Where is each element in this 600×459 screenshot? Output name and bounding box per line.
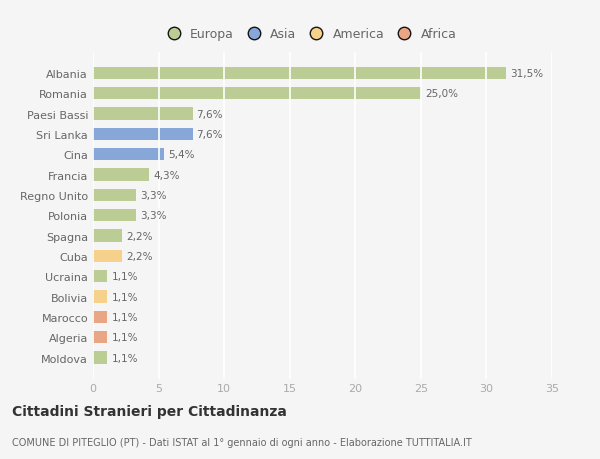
Text: 31,5%: 31,5% [510,69,543,78]
Text: 5,4%: 5,4% [168,150,194,160]
Bar [93,88,421,100]
Bar [93,67,506,80]
Bar [93,270,107,283]
Text: COMUNE DI PITEGLIO (PT) - Dati ISTAT al 1° gennaio di ogni anno - Elaborazione T: COMUNE DI PITEGLIO (PT) - Dati ISTAT al … [12,437,472,447]
Bar [93,230,122,242]
Text: 2,2%: 2,2% [126,231,152,241]
Text: Cittadini Stranieri per Cittadinanza: Cittadini Stranieri per Cittadinanza [12,404,287,419]
Text: 4,3%: 4,3% [154,170,180,180]
Bar [93,149,164,161]
Text: 1,1%: 1,1% [112,272,138,281]
Bar [93,250,122,263]
Bar [93,331,107,344]
Bar [93,210,136,222]
Text: 1,1%: 1,1% [112,353,138,363]
Text: 7,6%: 7,6% [197,109,223,119]
Bar [93,352,107,364]
Text: 3,3%: 3,3% [140,211,167,221]
Text: 25,0%: 25,0% [425,89,458,99]
Bar [93,190,136,202]
Legend: Europa, Asia, America, Africa: Europa, Asia, America, Africa [156,23,461,46]
Text: 1,1%: 1,1% [112,292,138,302]
Bar [93,108,193,120]
Text: 3,3%: 3,3% [140,190,167,201]
Text: 7,6%: 7,6% [197,129,223,140]
Bar [93,129,193,140]
Bar [93,311,107,323]
Text: 1,1%: 1,1% [112,332,138,342]
Bar [93,291,107,303]
Text: 2,2%: 2,2% [126,252,152,261]
Text: 1,1%: 1,1% [112,312,138,322]
Bar [93,169,149,181]
